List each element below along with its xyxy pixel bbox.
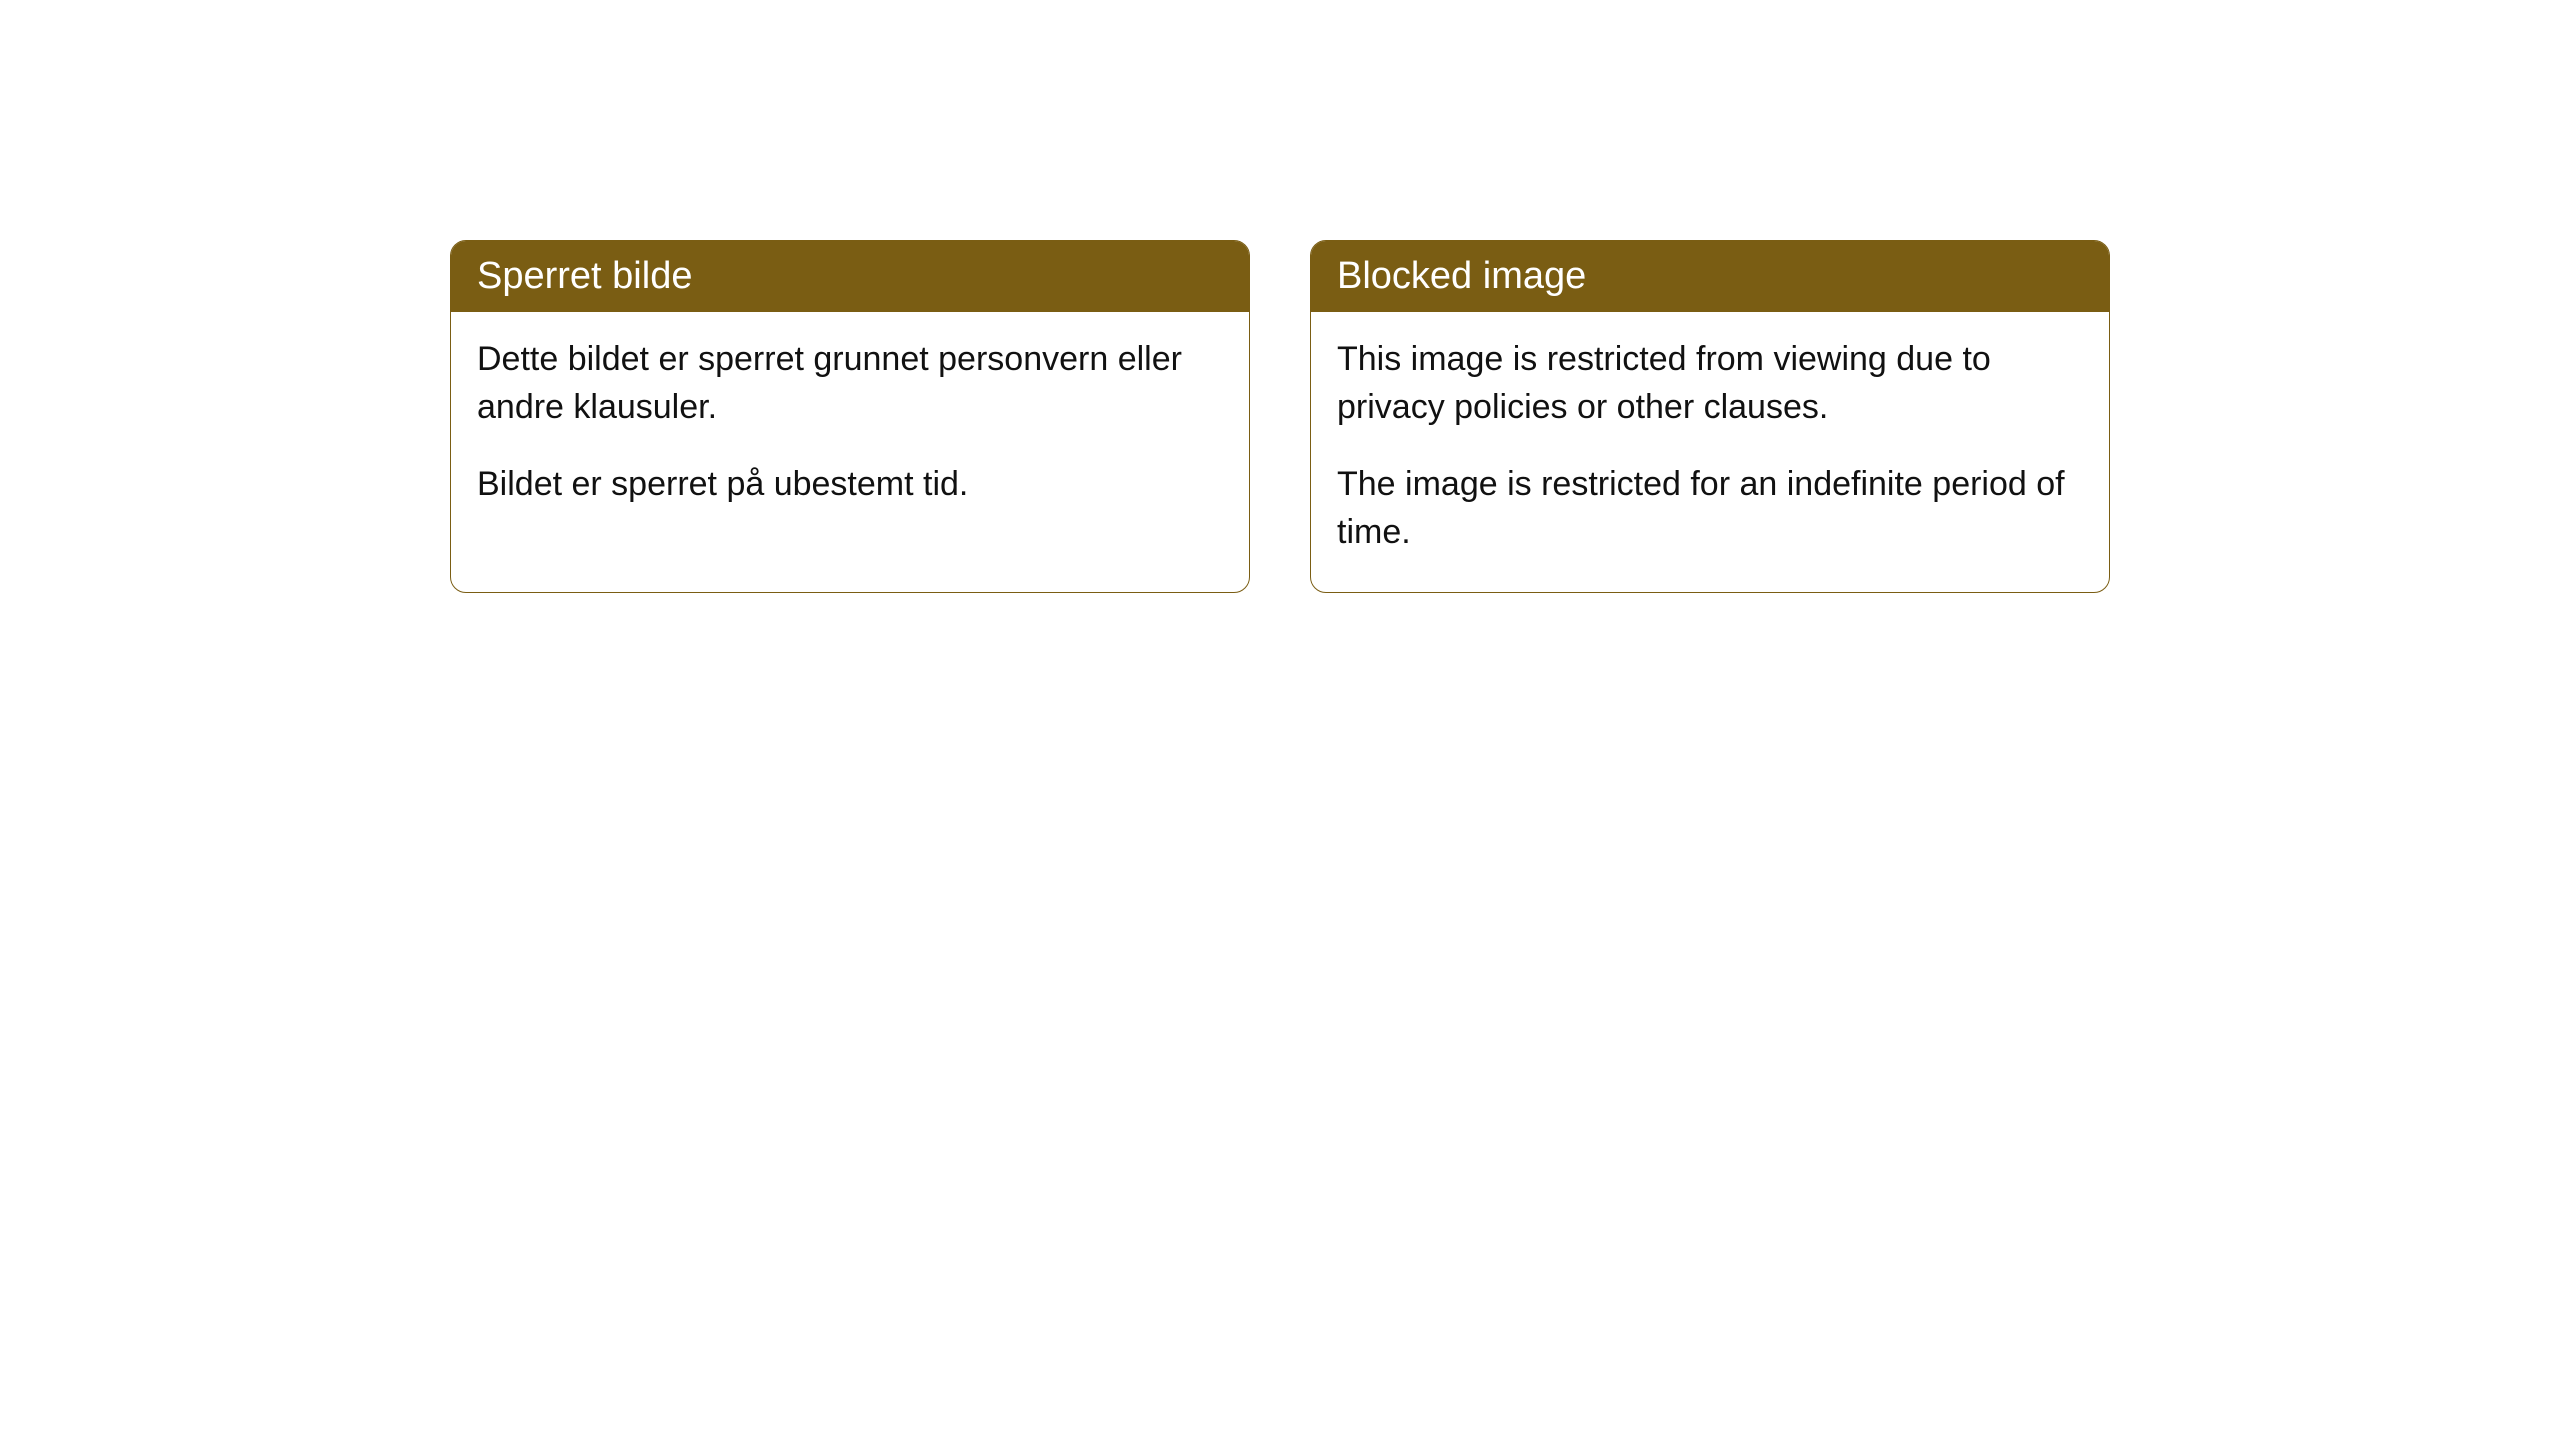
card-header: Blocked image xyxy=(1311,241,2109,312)
card-body: Dette bildet er sperret grunnet personve… xyxy=(451,312,1249,545)
card-paragraph-1: Dette bildet er sperret grunnet personve… xyxy=(477,336,1223,431)
card-title: Blocked image xyxy=(1337,255,1586,297)
card-title: Sperret bilde xyxy=(477,255,692,297)
card-paragraph-1: This image is restricted from viewing du… xyxy=(1337,336,2083,431)
card-paragraph-2: The image is restricted for an indefinit… xyxy=(1337,461,2083,556)
card-paragraph-2: Bildet er sperret på ubestemt tid. xyxy=(477,461,1223,509)
notice-card-english: Blocked image This image is restricted f… xyxy=(1310,240,2110,593)
notice-card-norwegian: Sperret bilde Dette bildet er sperret gr… xyxy=(450,240,1250,593)
card-body: This image is restricted from viewing du… xyxy=(1311,312,2109,592)
notice-container: Sperret bilde Dette bildet er sperret gr… xyxy=(0,0,2560,593)
card-header: Sperret bilde xyxy=(451,241,1249,312)
